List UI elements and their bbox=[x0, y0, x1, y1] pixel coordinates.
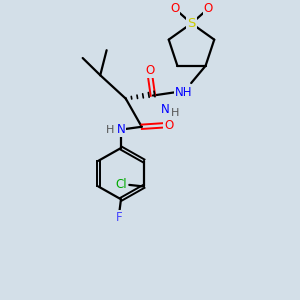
Text: N: N bbox=[117, 123, 125, 136]
Text: Cl: Cl bbox=[116, 178, 127, 191]
Text: O: O bbox=[203, 2, 213, 15]
Text: F: F bbox=[116, 211, 123, 224]
Text: S: S bbox=[187, 17, 196, 30]
Text: N: N bbox=[161, 103, 170, 116]
Text: O: O bbox=[164, 119, 173, 132]
Text: O: O bbox=[145, 64, 154, 77]
Text: H: H bbox=[106, 125, 114, 135]
Text: NH: NH bbox=[175, 86, 192, 99]
Text: O: O bbox=[170, 2, 179, 15]
Text: H: H bbox=[171, 108, 179, 118]
